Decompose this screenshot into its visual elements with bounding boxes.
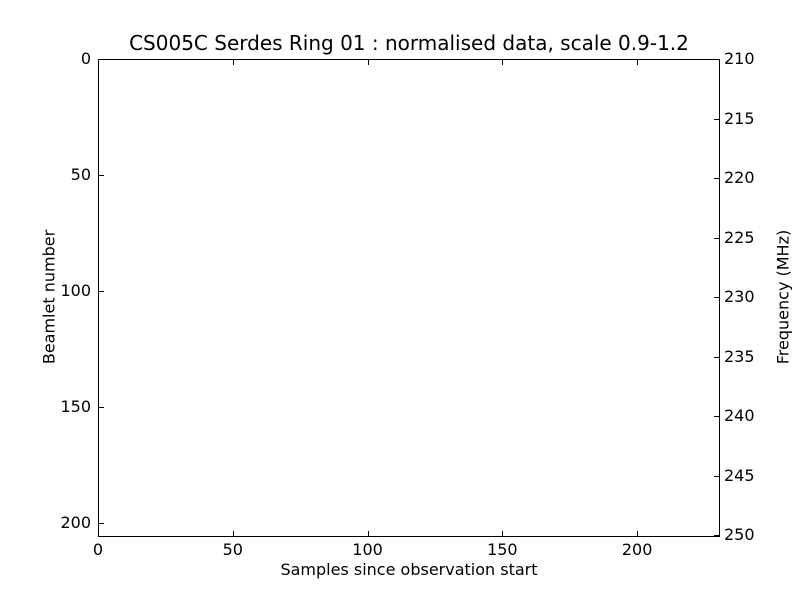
x-tick-label: 200: [621, 540, 653, 559]
y-right-tick: [714, 535, 719, 536]
x-tick-label: 100: [352, 540, 383, 559]
y-left-tick: [99, 291, 104, 293]
y-right-tick-label: 240: [724, 406, 755, 425]
x-tick-top: [637, 60, 639, 65]
x-tick-top: [367, 60, 369, 65]
y-right-tick-label: 210: [724, 49, 755, 68]
x-tick-top: [232, 60, 234, 65]
x-tick-top: [98, 60, 99, 65]
chart-title: CS005C Serdes Ring 01 : normalised data,…: [129, 31, 689, 55]
y-left-tick-label: 0: [80, 49, 91, 68]
x-tick-bottom: [502, 531, 504, 536]
x-tick-top: [502, 60, 504, 65]
x-axis-label: Samples since observation start: [280, 560, 538, 579]
y-left-tick: [99, 59, 104, 60]
x-tick-bottom: [367, 531, 369, 536]
y-right-tick-label: 245: [724, 465, 755, 485]
y-right-tick-label: 215: [724, 108, 755, 128]
y-left-tick: [99, 523, 104, 525]
y-right-tick-label: 220: [724, 168, 755, 187]
y-right-tick: [714, 237, 719, 239]
x-tick-label: 0: [92, 540, 104, 559]
y-right-tick: [714, 416, 719, 417]
y-right-tick-label: 230: [724, 287, 755, 306]
y-right-tick: [714, 475, 719, 477]
x-tick-bottom: [232, 531, 234, 536]
y-left-tick-label: 150: [60, 397, 91, 417]
y-left-tick-label: 100: [60, 281, 91, 301]
y-left-tick-label: 200: [60, 513, 91, 533]
y-left-tick-label: 50: [70, 165, 91, 185]
y-left-tick: [99, 175, 104, 177]
x-tick-label: 150: [487, 540, 518, 559]
y-right-tick: [714, 356, 719, 358]
x-tick-bottom: [637, 531, 639, 536]
y-right-tick: [714, 118, 719, 120]
y-right-tick: [714, 178, 719, 179]
y-right-tick-label: 225: [724, 227, 755, 247]
y-left-tick: [99, 407, 104, 409]
y-right-tick: [714, 297, 719, 298]
y-right-tick-label: 235: [724, 346, 755, 366]
x-tick-bottom: [98, 531, 99, 536]
plot-area: [98, 59, 720, 537]
x-tick-label: 50: [222, 540, 243, 559]
y-right-tick: [714, 59, 719, 60]
y-axis-right-label: Frequency (MHz): [773, 229, 793, 365]
y-right-tick-label: 250: [724, 525, 755, 544]
